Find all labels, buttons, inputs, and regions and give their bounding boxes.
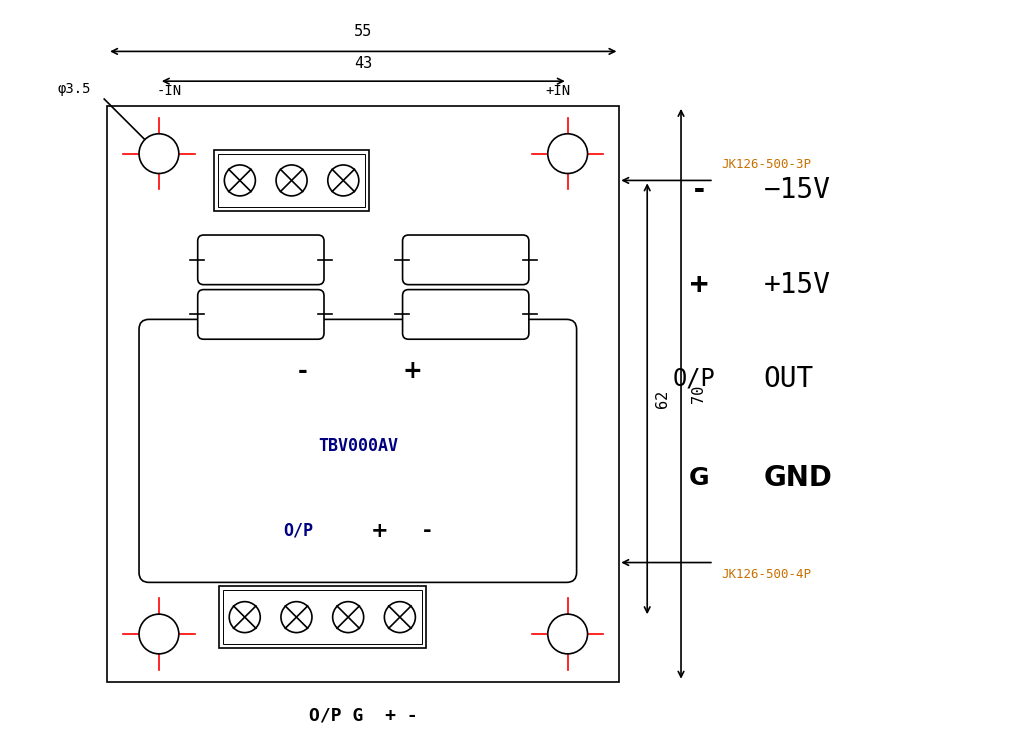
Text: OUT: OUT xyxy=(764,365,814,393)
Text: +15V: +15V xyxy=(764,270,830,299)
Text: φ3.5: φ3.5 xyxy=(58,82,91,96)
Text: 55: 55 xyxy=(354,24,372,39)
Text: O/P: O/P xyxy=(284,522,313,539)
Circle shape xyxy=(328,165,359,196)
Text: JK126-500-3P: JK126-500-3P xyxy=(721,157,812,171)
Bar xyxy=(107,106,620,681)
Text: +: + xyxy=(403,359,423,383)
Text: -IN: -IN xyxy=(156,84,182,98)
Text: +IN: +IN xyxy=(545,84,570,98)
Text: GND: GND xyxy=(764,464,832,492)
FancyBboxPatch shape xyxy=(403,290,529,339)
Bar xyxy=(218,154,365,207)
Text: O/P: O/P xyxy=(673,367,715,391)
Text: G: G xyxy=(688,466,709,490)
Text: -: - xyxy=(690,177,707,205)
Text: -: - xyxy=(299,359,308,383)
Text: +: + xyxy=(371,521,388,541)
Text: 70: 70 xyxy=(691,385,706,403)
FancyBboxPatch shape xyxy=(139,319,576,582)
Circle shape xyxy=(139,134,179,174)
Text: 43: 43 xyxy=(354,56,372,71)
Text: -: - xyxy=(423,521,432,541)
FancyBboxPatch shape xyxy=(403,235,529,285)
Text: 62: 62 xyxy=(655,389,670,408)
Circle shape xyxy=(229,602,260,633)
FancyBboxPatch shape xyxy=(198,290,324,339)
Text: O/P G  + -: O/P G + - xyxy=(309,706,418,724)
Circle shape xyxy=(548,134,587,174)
Circle shape xyxy=(548,614,587,654)
Circle shape xyxy=(384,602,416,633)
Circle shape xyxy=(224,165,255,196)
FancyBboxPatch shape xyxy=(198,235,324,285)
Circle shape xyxy=(139,614,179,654)
Circle shape xyxy=(333,602,363,633)
Text: JK126-500-4P: JK126-500-4P xyxy=(721,568,812,581)
Bar xyxy=(219,586,426,648)
Text: +: + xyxy=(690,270,708,299)
Bar xyxy=(223,590,422,644)
Bar xyxy=(214,150,369,211)
Circle shape xyxy=(281,602,312,633)
Circle shape xyxy=(276,165,307,196)
Text: TBV000AV: TBV000AV xyxy=(318,437,398,455)
Text: −15V: −15V xyxy=(764,177,830,205)
